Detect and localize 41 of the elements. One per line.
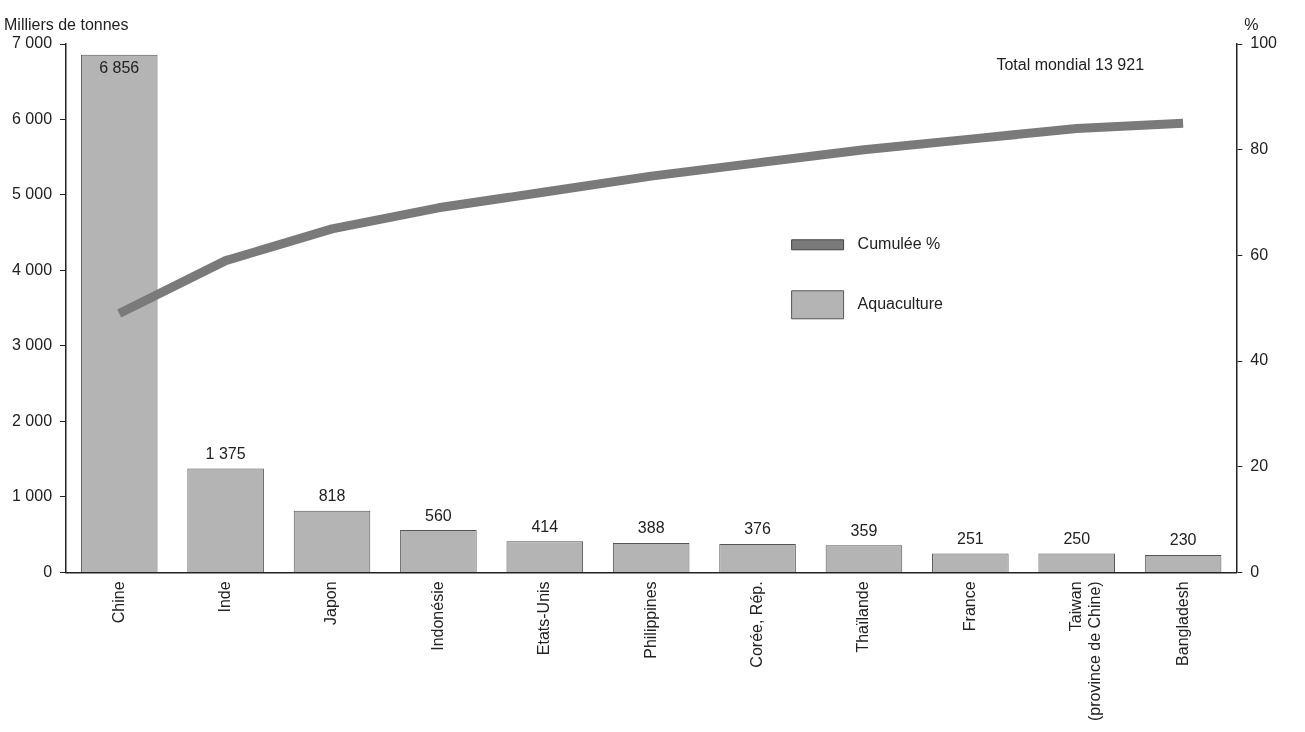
y2-tick-label: 60 — [1250, 245, 1269, 263]
x-tick-label: Philippines — [641, 581, 659, 659]
y2-tick-label: 20 — [1250, 457, 1269, 475]
y-axis-title: Milliers de tonnes — [4, 16, 129, 34]
y-tick-label: 6 000 — [11, 109, 53, 127]
y-tick-label: 0 — [43, 562, 53, 580]
y-tick-label: 2 000 — [11, 411, 53, 429]
x-tick-label: Corée, Rép. — [747, 581, 765, 668]
y-tick-label: 5 000 — [11, 185, 53, 203]
y-tick-label: 4 000 — [11, 260, 53, 278]
y2-tick-label: 80 — [1250, 140, 1269, 158]
data-label: 414 — [531, 517, 559, 535]
x-tick-label: France — [960, 581, 978, 632]
y2-tick-label: 100 — [1250, 34, 1278, 52]
x-tick-label: Bangladesh — [1173, 581, 1191, 666]
data-label: 6 856 — [99, 59, 140, 77]
y2-axis-title: % — [1244, 16, 1259, 34]
data-label: 560 — [425, 506, 452, 524]
annotation: Total mondial 13 921 — [996, 56, 1145, 74]
x-tick-label: Inde — [216, 581, 234, 613]
y2-tick-label: 0 — [1250, 562, 1260, 580]
data-label: 818 — [318, 487, 346, 505]
x-tick-label: Indonésie — [428, 581, 446, 651]
x-tick-label: Chine — [109, 581, 127, 624]
x-tick-label: Thaïlande — [854, 581, 872, 653]
data-label: 359 — [850, 521, 878, 539]
y-tick-label: 3 000 — [11, 336, 53, 354]
x-tick-label: Etats-Unis — [535, 581, 553, 656]
y-tick-label: 7 000 — [11, 34, 53, 52]
legend-label: Cumulée % — [857, 235, 941, 253]
y2-tick-label: 40 — [1250, 351, 1269, 369]
data-label: 1 375 — [205, 444, 246, 462]
x-tick-label: Taiwan (province de Chine) — [1067, 581, 1104, 721]
data-label: 388 — [637, 519, 665, 537]
x-tick-label: Japon — [322, 581, 340, 625]
legend-label: Aquaculture — [857, 295, 944, 313]
data-label: 251 — [956, 529, 984, 547]
data-label: 376 — [744, 520, 771, 538]
data-label: 250 — [1063, 529, 1091, 547]
data-label: 230 — [1169, 531, 1197, 549]
y-tick-label: 1 000 — [11, 487, 53, 505]
